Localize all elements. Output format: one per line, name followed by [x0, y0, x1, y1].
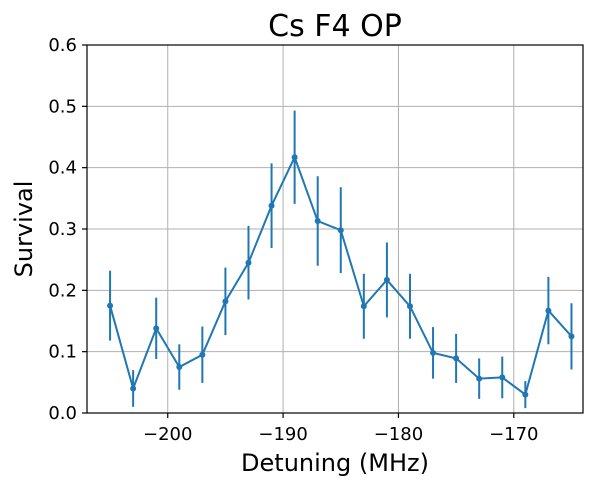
y-tick-label: 0.3 [48, 219, 77, 240]
y-tick-label: 0.1 [48, 342, 77, 363]
data-point [199, 351, 206, 358]
plot-frame [86, 44, 584, 414]
data-point [545, 307, 552, 314]
error-bars [109, 110, 573, 409]
data-point [314, 218, 321, 225]
y-tick-label: 0.4 [48, 158, 77, 179]
data-points [107, 154, 575, 398]
data-point [383, 276, 390, 283]
data-point [153, 325, 160, 332]
data-point [430, 349, 437, 356]
y-tick-label: 0.5 [48, 96, 77, 117]
data-point [291, 154, 298, 161]
data-point [130, 385, 137, 392]
data-point [176, 364, 183, 370]
y-axis-label: Survival [10, 181, 38, 278]
data-point [337, 227, 344, 234]
y-tick-label: 0.2 [48, 280, 77, 301]
data-point [453, 355, 460, 362]
y-tick-label: 0.0 [48, 403, 77, 424]
data-point [268, 202, 275, 209]
data-point [568, 333, 575, 340]
axis-ticks: −200 −190 −180 −170 0.0 0.1 0.2 0.3 0.4 0.5 0.6 [48, 35, 538, 445]
data-point [476, 375, 483, 382]
chart-title: Cs F4 OP [268, 9, 402, 44]
data-point [245, 259, 252, 266]
x-tick-label: −190 [258, 424, 307, 445]
data-point [222, 298, 229, 305]
x-axis-label: Detuning (MHz) [241, 449, 429, 477]
data-point [522, 391, 529, 398]
x-tick-label: −200 [143, 424, 192, 445]
x-tick-label: −170 [489, 424, 538, 445]
y-tick-label: 0.6 [48, 35, 77, 56]
data-point [406, 303, 413, 310]
data-point [360, 303, 367, 310]
x-tick-label: −180 [374, 424, 423, 445]
data-point [499, 374, 506, 381]
data-point [107, 302, 114, 309]
